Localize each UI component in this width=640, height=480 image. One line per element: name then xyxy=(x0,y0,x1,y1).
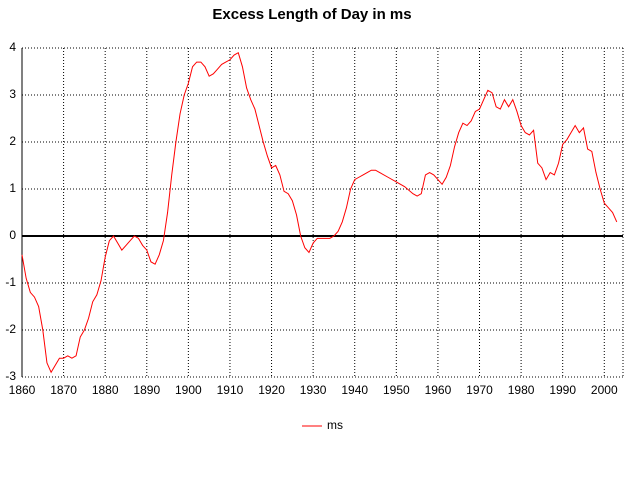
chart-title: Excess Length of Day in ms xyxy=(212,6,411,23)
y-tick-label: -3 xyxy=(5,369,16,383)
x-tick-label: 1910 xyxy=(217,383,244,397)
y-tick-label: 3 xyxy=(9,87,16,101)
x-tick-label: 1990 xyxy=(549,383,576,397)
x-tick-label: 1940 xyxy=(341,383,368,397)
x-tick-label: 1930 xyxy=(300,383,327,397)
legend-label: ms xyxy=(327,418,343,432)
x-tick-label: 1900 xyxy=(175,383,202,397)
x-tick-label: 1860 xyxy=(9,383,36,397)
y-tick-label: 1 xyxy=(9,181,16,195)
y-tick-label: 2 xyxy=(9,134,16,148)
x-tick-label: 1950 xyxy=(383,383,410,397)
x-tick-label: 1880 xyxy=(92,383,119,397)
y-tick-label: -2 xyxy=(5,322,16,336)
x-tick-label: 1980 xyxy=(508,383,535,397)
y-tick-label: -1 xyxy=(5,275,16,289)
data-line xyxy=(21,51,618,374)
y-tick-label: 4 xyxy=(9,40,16,54)
x-tick-label: 1920 xyxy=(258,383,285,397)
x-tick-label: 2000 xyxy=(591,383,618,397)
y-tick-label: 0 xyxy=(9,228,16,242)
x-tick-label: 1870 xyxy=(50,383,77,397)
x-tick-label: 1890 xyxy=(133,383,160,397)
x-tick-label: 1970 xyxy=(466,383,493,397)
x-tick-label: 1960 xyxy=(425,383,452,397)
